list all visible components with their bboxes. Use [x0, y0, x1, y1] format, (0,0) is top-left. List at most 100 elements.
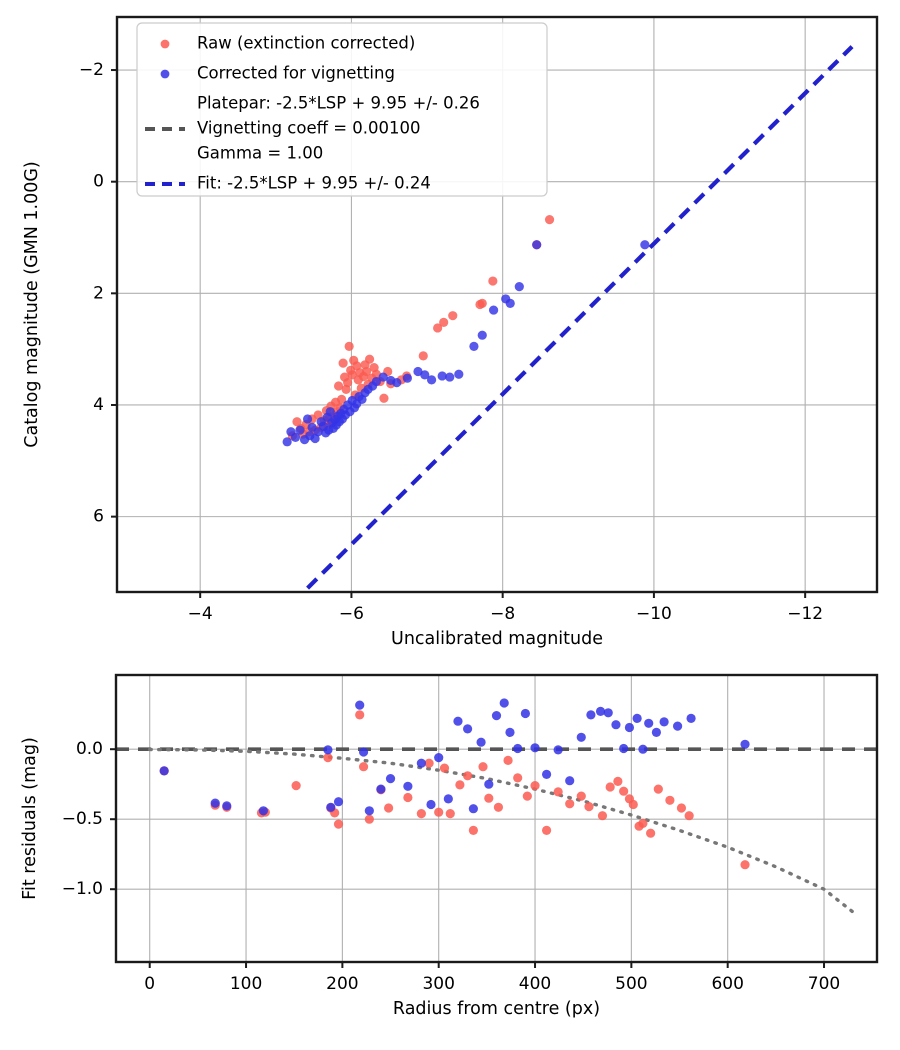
scatter-point [611, 720, 621, 730]
scatter-point [595, 706, 606, 717]
legend-label: Gamma = 1.00 [197, 144, 323, 163]
scatter-point [476, 737, 486, 747]
scatter-point [385, 774, 396, 784]
scatter-point [603, 708, 613, 718]
legend-box [136, 22, 548, 197]
scatter-point [520, 708, 530, 719]
scatter-point [584, 802, 594, 812]
scatter-point [491, 711, 502, 721]
top-xtick-label: −4 [188, 604, 213, 624]
top-xtick-label: −10 [636, 604, 672, 624]
scatter-point [258, 806, 268, 816]
scatter-point [740, 860, 750, 870]
scatter-point [338, 358, 348, 368]
scatter-point [286, 427, 296, 437]
scatter-point [302, 414, 313, 424]
top-fit-line [306, 45, 854, 590]
scatter-point [403, 781, 413, 791]
scatter-point [292, 417, 302, 427]
scatter-point [341, 384, 351, 394]
scatter-point [307, 422, 317, 432]
scatter-point [553, 787, 563, 797]
scatter-point [640, 240, 650, 250]
scatter-point [493, 802, 504, 812]
scatter-point [530, 781, 540, 791]
scatter-point [222, 801, 232, 811]
bottom-xtick-label: 100 [230, 974, 262, 994]
scatter-point [386, 375, 396, 386]
scatter-point [576, 791, 586, 801]
scatter-point [463, 724, 473, 734]
bottom-ytick-label: −0.5 [62, 809, 103, 829]
scatter-point [333, 819, 344, 829]
scatter-point [443, 794, 453, 804]
scatter-point [553, 745, 563, 755]
scatter-point [503, 755, 513, 766]
scatter-point [420, 370, 430, 380]
scatter-point [513, 773, 523, 783]
scatter-point [210, 798, 220, 808]
scatter-point [665, 795, 675, 805]
scatter-point [326, 802, 336, 812]
bottom-xaxis-label: Radius from centre (px) [393, 999, 600, 1019]
scatter-point [488, 276, 498, 286]
scatter-point [740, 739, 750, 749]
scatter-point [514, 282, 524, 292]
bottom-ytick-label: −1.0 [62, 879, 103, 899]
scatter-point [468, 825, 478, 836]
bottom-xtick-label: 700 [808, 974, 840, 994]
scatter-point [544, 215, 555, 225]
scatter-point [576, 732, 586, 742]
scatter-point [586, 710, 596, 720]
top-yaxis-label: Catalog magnitude (GMN 1.00G) [22, 161, 42, 448]
scatter-point [354, 392, 364, 402]
scatter-point [416, 758, 426, 768]
scatter-point [333, 797, 344, 807]
scatter-point [360, 360, 370, 370]
scatter-point [454, 369, 464, 379]
scatter-point [403, 792, 413, 803]
scatter-point [676, 803, 687, 813]
scatter-point [453, 716, 463, 726]
scatter-point [323, 745, 333, 755]
legend-label: Fit: -2.5*LSP + 9.95 +/- 0.24 [197, 174, 431, 193]
bottom-plot-background [116, 675, 877, 962]
scatter-point [484, 793, 494, 803]
scatter-point [426, 375, 437, 385]
scatter-point [349, 355, 359, 365]
bottom-xtick-label: 600 [711, 974, 743, 994]
scatter-point [340, 372, 350, 382]
top-xtick-label: −12 [787, 604, 823, 624]
scatter-point [384, 803, 394, 813]
scatter-point [355, 710, 365, 720]
scatter-point [477, 330, 487, 340]
scatter-point [376, 784, 386, 794]
scatter-point [295, 425, 305, 435]
scatter-point [686, 713, 696, 724]
scatter-point [478, 762, 488, 772]
top-ytick-label: −2 [79, 60, 104, 80]
scatter-point [299, 434, 310, 445]
legend-label: Raw (extinction corrected) [197, 34, 415, 53]
scatter-point [378, 372, 388, 382]
bottom-xtick-label: 400 [519, 974, 551, 994]
scatter-point [646, 828, 656, 838]
scatter-point [522, 791, 532, 801]
top-ytick-label: 2 [93, 283, 104, 303]
scatter-point [513, 743, 523, 754]
scatter-point [684, 811, 694, 821]
scatter-point [439, 763, 450, 773]
scatter-point [501, 294, 511, 304]
scatter-point [369, 362, 379, 373]
scatter-point [433, 323, 443, 333]
top-xtick-label: −6 [339, 604, 364, 624]
scatter-point [651, 727, 662, 738]
scatter-point [638, 744, 648, 754]
scatter-point [434, 753, 444, 763]
scatter-point [379, 393, 389, 403]
bottom-ytick-label: 0.0 [76, 739, 103, 759]
scatter-point [424, 758, 434, 768]
scatter-point [323, 753, 333, 763]
scatter-point [445, 372, 455, 382]
